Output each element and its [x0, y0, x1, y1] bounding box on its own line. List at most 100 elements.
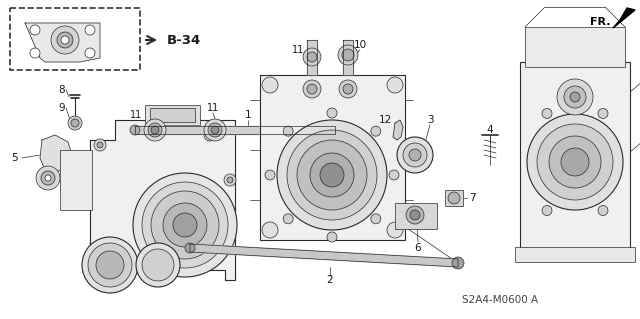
Bar	[145, 105, 200, 125]
Text: 11: 11	[292, 45, 304, 55]
Circle shape	[204, 129, 216, 141]
Circle shape	[277, 120, 387, 230]
Text: 9: 9	[59, 103, 65, 113]
Text: 11: 11	[207, 103, 219, 113]
Circle shape	[389, 170, 399, 180]
Bar	[525, 27, 625, 67]
Text: 4: 4	[486, 125, 493, 135]
Bar	[445, 190, 463, 206]
Circle shape	[61, 36, 69, 44]
Text: 5: 5	[12, 153, 19, 163]
Text: 2: 2	[326, 275, 333, 285]
Circle shape	[262, 77, 278, 93]
Circle shape	[211, 126, 219, 134]
Circle shape	[387, 222, 403, 238]
Circle shape	[549, 136, 601, 188]
Circle shape	[144, 119, 166, 141]
Circle shape	[283, 126, 293, 136]
Circle shape	[303, 48, 321, 66]
Circle shape	[71, 119, 79, 127]
Circle shape	[51, 26, 79, 54]
Circle shape	[307, 52, 317, 62]
Circle shape	[570, 92, 580, 102]
Circle shape	[136, 243, 180, 287]
Polygon shape	[343, 40, 353, 75]
Text: 12: 12	[378, 115, 392, 125]
Circle shape	[527, 114, 623, 210]
Circle shape	[303, 80, 321, 98]
Circle shape	[262, 222, 278, 238]
Circle shape	[283, 214, 293, 224]
Circle shape	[85, 48, 95, 58]
Circle shape	[224, 174, 236, 186]
Polygon shape	[135, 126, 335, 134]
Text: 8: 8	[59, 85, 65, 95]
Circle shape	[41, 171, 55, 185]
Circle shape	[88, 243, 132, 287]
Circle shape	[598, 108, 608, 118]
Circle shape	[371, 214, 381, 224]
Circle shape	[173, 213, 197, 237]
Circle shape	[327, 108, 337, 118]
Circle shape	[448, 192, 460, 204]
Circle shape	[557, 79, 593, 115]
Circle shape	[564, 86, 586, 108]
Circle shape	[151, 126, 159, 134]
Circle shape	[327, 232, 337, 242]
Circle shape	[287, 130, 377, 220]
Circle shape	[307, 84, 317, 94]
Circle shape	[387, 77, 403, 93]
Circle shape	[598, 205, 608, 216]
Circle shape	[542, 205, 552, 216]
Circle shape	[310, 153, 354, 197]
Circle shape	[265, 170, 275, 180]
Circle shape	[36, 166, 60, 190]
Circle shape	[297, 140, 367, 210]
Polygon shape	[307, 40, 317, 75]
Text: 3: 3	[427, 115, 433, 125]
Circle shape	[227, 177, 233, 183]
Circle shape	[207, 132, 213, 138]
Circle shape	[30, 48, 40, 58]
Polygon shape	[25, 23, 100, 62]
Circle shape	[330, 125, 340, 135]
Bar	[60, 150, 92, 210]
Polygon shape	[393, 120, 403, 140]
Circle shape	[82, 237, 138, 293]
Circle shape	[208, 123, 222, 137]
Circle shape	[30, 25, 40, 35]
Polygon shape	[90, 120, 235, 280]
Text: FR.: FR.	[590, 17, 611, 27]
Circle shape	[97, 142, 103, 148]
Circle shape	[542, 108, 552, 118]
Circle shape	[148, 123, 162, 137]
Bar	[395, 203, 437, 229]
Text: S2A4-M0600 A: S2A4-M0600 A	[462, 295, 538, 305]
Circle shape	[452, 257, 464, 269]
Circle shape	[142, 182, 228, 268]
Circle shape	[409, 149, 421, 161]
Circle shape	[339, 80, 357, 98]
Circle shape	[94, 139, 106, 151]
Circle shape	[403, 143, 427, 167]
Circle shape	[142, 249, 174, 281]
Polygon shape	[613, 8, 635, 28]
Circle shape	[45, 175, 51, 181]
Circle shape	[68, 116, 82, 130]
Text: 1: 1	[244, 110, 252, 120]
Circle shape	[163, 203, 207, 247]
Circle shape	[130, 125, 140, 135]
Bar	[260, 75, 405, 240]
Circle shape	[185, 243, 195, 253]
Circle shape	[561, 148, 589, 176]
Circle shape	[342, 49, 354, 61]
Circle shape	[133, 173, 237, 277]
Polygon shape	[40, 135, 72, 172]
Circle shape	[343, 84, 353, 94]
Circle shape	[410, 210, 420, 220]
Bar	[515, 247, 635, 262]
Circle shape	[371, 126, 381, 136]
Circle shape	[397, 137, 433, 173]
Bar	[150, 108, 195, 122]
FancyBboxPatch shape	[10, 8, 140, 70]
